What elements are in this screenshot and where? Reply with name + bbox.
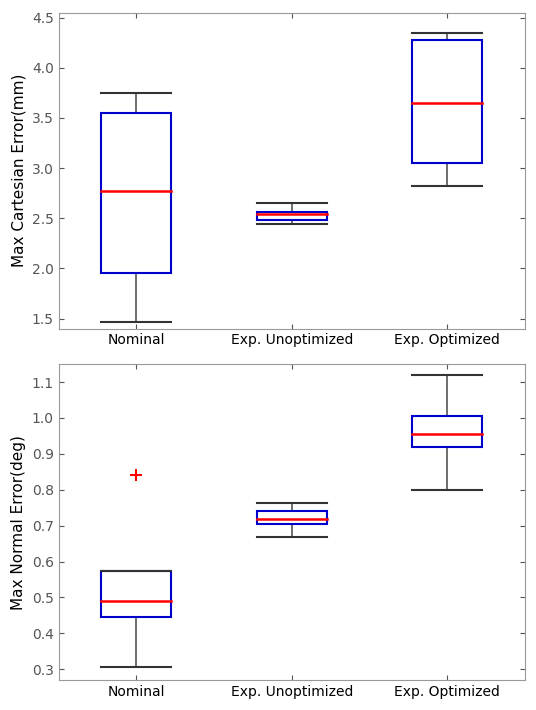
Bar: [412, 416, 482, 447]
Bar: [412, 40, 482, 163]
Bar: [101, 113, 172, 273]
Y-axis label: Max Normal Error(deg): Max Normal Error(deg): [11, 435, 26, 609]
Bar: [101, 571, 172, 617]
Bar: [257, 212, 327, 220]
Bar: [257, 511, 327, 524]
Y-axis label: Max Cartesian Error(mm): Max Cartesian Error(mm): [11, 74, 26, 267]
